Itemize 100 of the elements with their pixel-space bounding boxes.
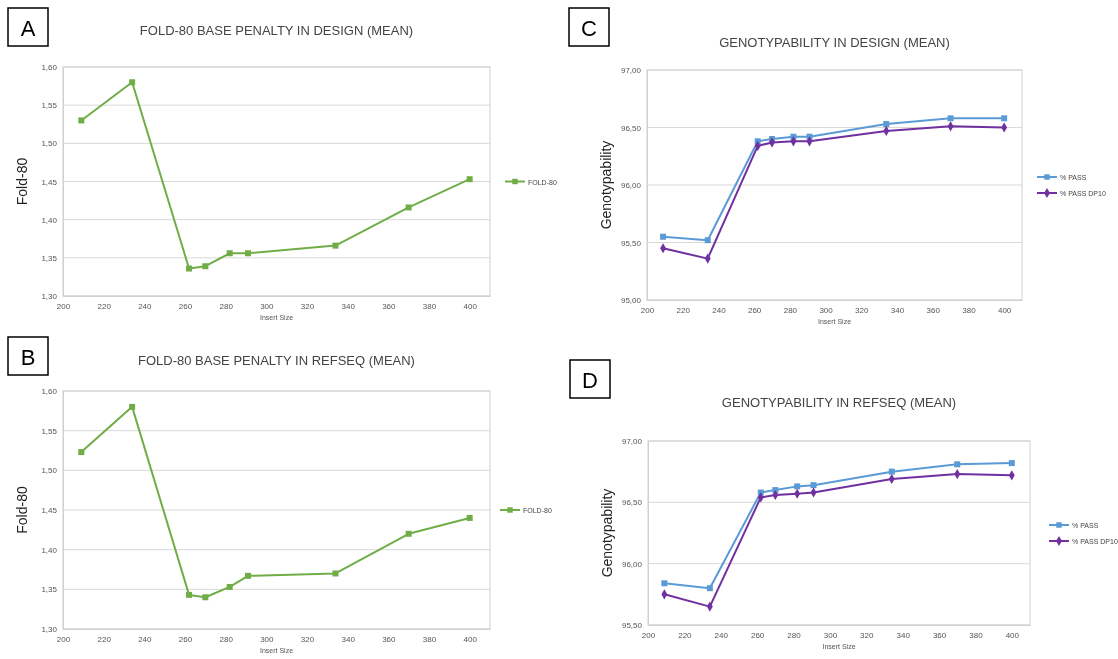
y-tick-label: 1,45 (41, 177, 58, 187)
x-tick-label: 280 (219, 634, 234, 644)
point (660, 233, 667, 240)
point (332, 570, 339, 577)
point (794, 483, 801, 490)
x-tick-label: 320 (860, 630, 874, 640)
y-axis-title: Genotypability (598, 140, 614, 230)
y-tick-label: 1,30 (41, 292, 58, 302)
y-tick-label: 1,60 (41, 63, 58, 73)
x-tick-label: 380 (422, 634, 437, 644)
x-tick-label: 400 (463, 301, 478, 311)
x-tick-label: 380 (962, 305, 977, 315)
point (202, 263, 209, 270)
x-tick-label: 220 (676, 305, 691, 315)
y-tick-label: 1,55 (41, 426, 58, 436)
point (810, 482, 817, 489)
y-tick-label: 1,50 (41, 139, 58, 149)
x-tick-label: 340 (896, 630, 911, 640)
y-tick-label: 1,50 (41, 466, 58, 476)
y-tick-label: 1,35 (41, 253, 58, 263)
point (245, 250, 252, 257)
point (186, 265, 193, 272)
x-tick-label: 360 (932, 630, 947, 640)
x-tick-label: 300 (823, 630, 838, 640)
y-tick-label: 95,50 (621, 621, 643, 631)
text: A (20, 16, 36, 41)
point (129, 79, 136, 86)
y-tick-label: 1,40 (41, 215, 58, 225)
x-tick-label: 340 (341, 634, 356, 644)
point (706, 585, 713, 592)
x-tick-label: 380 (422, 301, 437, 311)
point (661, 580, 668, 587)
point (226, 583, 233, 590)
x-tick-label: 340 (890, 305, 905, 315)
point (954, 461, 961, 468)
point (226, 250, 233, 257)
x-tick-label: 280 (219, 301, 234, 311)
x-tick-label: 260 (178, 301, 193, 311)
y-tick-label: 95,00 (620, 296, 642, 306)
y-axis-title: Genotypability (599, 488, 615, 578)
x-tick-label: 260 (178, 634, 193, 644)
point (704, 237, 711, 244)
point (883, 121, 890, 128)
x-tick-label: 240 (712, 305, 727, 315)
point (1008, 460, 1015, 467)
x-tick-label: 220 (97, 634, 112, 644)
chart-title: FOLD-80 BASE PENALTY IN DESIGN (MEAN) (139, 23, 414, 38)
point (466, 514, 473, 521)
y-tick-label: 97,00 (620, 66, 642, 76)
point (129, 403, 136, 410)
x-tick-label: 200 (641, 630, 656, 640)
x-tick-label: 220 (678, 630, 693, 640)
x-tick-label: 320 (300, 301, 315, 311)
x-tick-label: 320 (300, 634, 315, 644)
y-tick-label: 1,35 (41, 585, 58, 595)
x-tick-label: 220 (97, 301, 112, 311)
x-tick-label: 300 (260, 301, 275, 311)
y-tick-label: 97,00 (621, 437, 643, 447)
x-tick-label: 200 (56, 301, 71, 311)
x-tick-label: 280 (783, 305, 798, 315)
x-tick-label: 260 (750, 630, 765, 640)
point (466, 176, 473, 183)
x-tick-label: 360 (382, 301, 397, 311)
x-tick-label: 400 (1005, 630, 1020, 640)
text: B (20, 345, 36, 370)
y-tick-label: 1,45 (41, 506, 58, 516)
point (78, 449, 85, 456)
chart-title: GENOTYPABILITY IN DESIGN (MEAN) (719, 35, 950, 50)
x-tick-label: 200 (640, 305, 655, 315)
x-tick-label: 360 (382, 634, 397, 644)
point (245, 572, 252, 579)
x-tick-label: 300 (819, 305, 834, 315)
x-tick-label: 260 (747, 305, 762, 315)
point (888, 468, 895, 475)
x-tick-label: 300 (260, 634, 275, 644)
x-tick-label: 340 (341, 301, 356, 311)
x-tick-label: 240 (138, 301, 153, 311)
y-tick-label: 96,00 (621, 559, 643, 569)
y-tick-label: 1,55 (41, 101, 58, 111)
point (332, 242, 339, 249)
text: C (581, 16, 598, 41)
y-tick-label: 96,00 (620, 181, 642, 191)
chart-title: FOLD-80 BASE PENALTY IN REFSEQ (MEAN) (138, 353, 415, 368)
point (405, 530, 412, 537)
point (1001, 115, 1008, 122)
x-tick-label: 240 (714, 630, 729, 640)
x-tick-label: 320 (855, 305, 869, 315)
x-tick-label: 380 (969, 630, 984, 640)
chart-title: GENOTYPABILITY IN REFSEQ (MEAN) (721, 395, 957, 410)
point (186, 591, 193, 598)
point (947, 115, 954, 122)
x-tick-label: 400 (997, 305, 1012, 315)
point (405, 204, 412, 211)
y-tick-label: 96,50 (621, 498, 643, 508)
y-tick-label: 1,60 (41, 387, 58, 397)
y-tick-label: 1,30 (41, 625, 58, 635)
y-tick-label: 95,50 (620, 238, 642, 248)
y-tick-label: 1,40 (41, 545, 58, 555)
x-tick-label: 400 (463, 634, 478, 644)
y-axis-title: Fold-80 (14, 157, 30, 206)
